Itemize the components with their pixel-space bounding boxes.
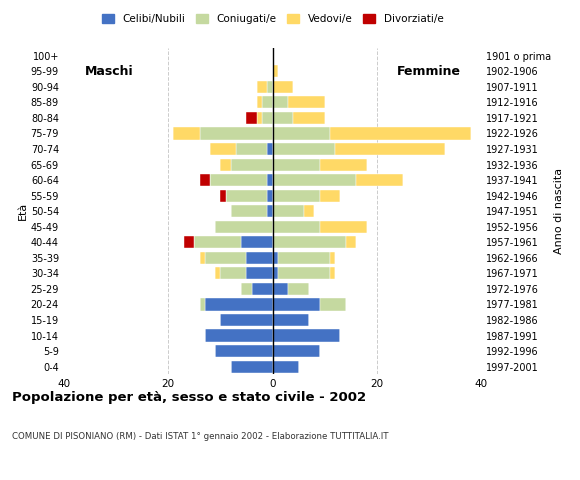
Bar xyxy=(273,267,278,279)
Bar xyxy=(273,221,320,233)
Bar xyxy=(231,360,273,372)
Text: Popolazione per età, sesso e stato civile - 2002: Popolazione per età, sesso e stato civil… xyxy=(12,391,366,404)
Bar xyxy=(205,299,273,311)
Y-axis label: Anno di nascita: Anno di nascita xyxy=(554,168,564,254)
Bar xyxy=(320,190,340,202)
Bar xyxy=(273,236,346,248)
Bar xyxy=(273,81,293,93)
Bar xyxy=(273,283,288,295)
Bar xyxy=(278,252,330,264)
Text: Maschi: Maschi xyxy=(85,65,133,78)
Bar xyxy=(273,190,320,202)
Bar xyxy=(288,96,325,108)
Bar xyxy=(346,236,356,248)
Bar xyxy=(252,283,273,295)
Bar xyxy=(257,96,262,108)
Bar xyxy=(241,236,273,248)
Bar xyxy=(262,112,273,124)
Bar xyxy=(200,299,205,311)
Bar xyxy=(200,252,205,264)
Bar xyxy=(246,252,273,264)
Bar xyxy=(273,314,309,326)
Legend: Celibi/Nubili, Coniugati/e, Vedovi/e, Divorziati/e: Celibi/Nubili, Coniugati/e, Vedovi/e, Di… xyxy=(97,10,448,28)
Bar xyxy=(215,267,220,279)
Bar xyxy=(273,174,356,186)
Bar xyxy=(236,143,267,155)
Bar xyxy=(220,314,273,326)
Bar xyxy=(257,112,262,124)
Bar xyxy=(293,112,325,124)
Bar xyxy=(278,267,330,279)
Y-axis label: Età: Età xyxy=(18,202,28,220)
Bar xyxy=(215,221,273,233)
Bar xyxy=(330,252,335,264)
Bar xyxy=(273,252,278,264)
Bar xyxy=(205,252,246,264)
Bar xyxy=(205,329,273,342)
Bar xyxy=(273,360,299,372)
Bar xyxy=(273,299,320,311)
Bar xyxy=(231,158,273,170)
Bar xyxy=(356,174,403,186)
Bar xyxy=(257,81,267,93)
Bar xyxy=(194,236,241,248)
Bar xyxy=(267,81,273,93)
Bar xyxy=(267,205,273,217)
Text: COMUNE DI PISONIANO (RM) - Dati ISTAT 1° gennaio 2002 - Elaborazione TUTTITALIA.: COMUNE DI PISONIANO (RM) - Dati ISTAT 1°… xyxy=(12,432,388,441)
Bar xyxy=(267,174,273,186)
Bar xyxy=(241,283,252,295)
Bar xyxy=(273,127,330,140)
Bar xyxy=(273,65,278,77)
Bar xyxy=(273,158,320,170)
Bar xyxy=(226,190,267,202)
Bar xyxy=(215,345,273,357)
Bar xyxy=(273,96,288,108)
Bar xyxy=(173,127,200,140)
Bar xyxy=(220,267,246,279)
Bar xyxy=(335,143,445,155)
Bar xyxy=(273,205,304,217)
Bar xyxy=(320,158,367,170)
Bar xyxy=(304,205,314,217)
Bar xyxy=(320,221,367,233)
Bar xyxy=(267,143,273,155)
Bar xyxy=(210,174,267,186)
Bar xyxy=(273,143,335,155)
Bar xyxy=(184,236,194,248)
Bar xyxy=(246,267,273,279)
Bar xyxy=(273,329,340,342)
Bar xyxy=(267,190,273,202)
Bar xyxy=(320,299,346,311)
Bar xyxy=(330,267,335,279)
Text: Femmine: Femmine xyxy=(397,65,461,78)
Bar xyxy=(210,143,236,155)
Bar xyxy=(246,112,257,124)
Bar xyxy=(200,127,273,140)
Bar xyxy=(220,158,231,170)
Bar xyxy=(220,190,226,202)
Bar xyxy=(273,112,293,124)
Bar xyxy=(288,283,309,295)
Bar xyxy=(262,96,273,108)
Bar xyxy=(273,345,320,357)
Bar xyxy=(200,174,210,186)
Bar xyxy=(231,205,267,217)
Bar xyxy=(330,127,471,140)
